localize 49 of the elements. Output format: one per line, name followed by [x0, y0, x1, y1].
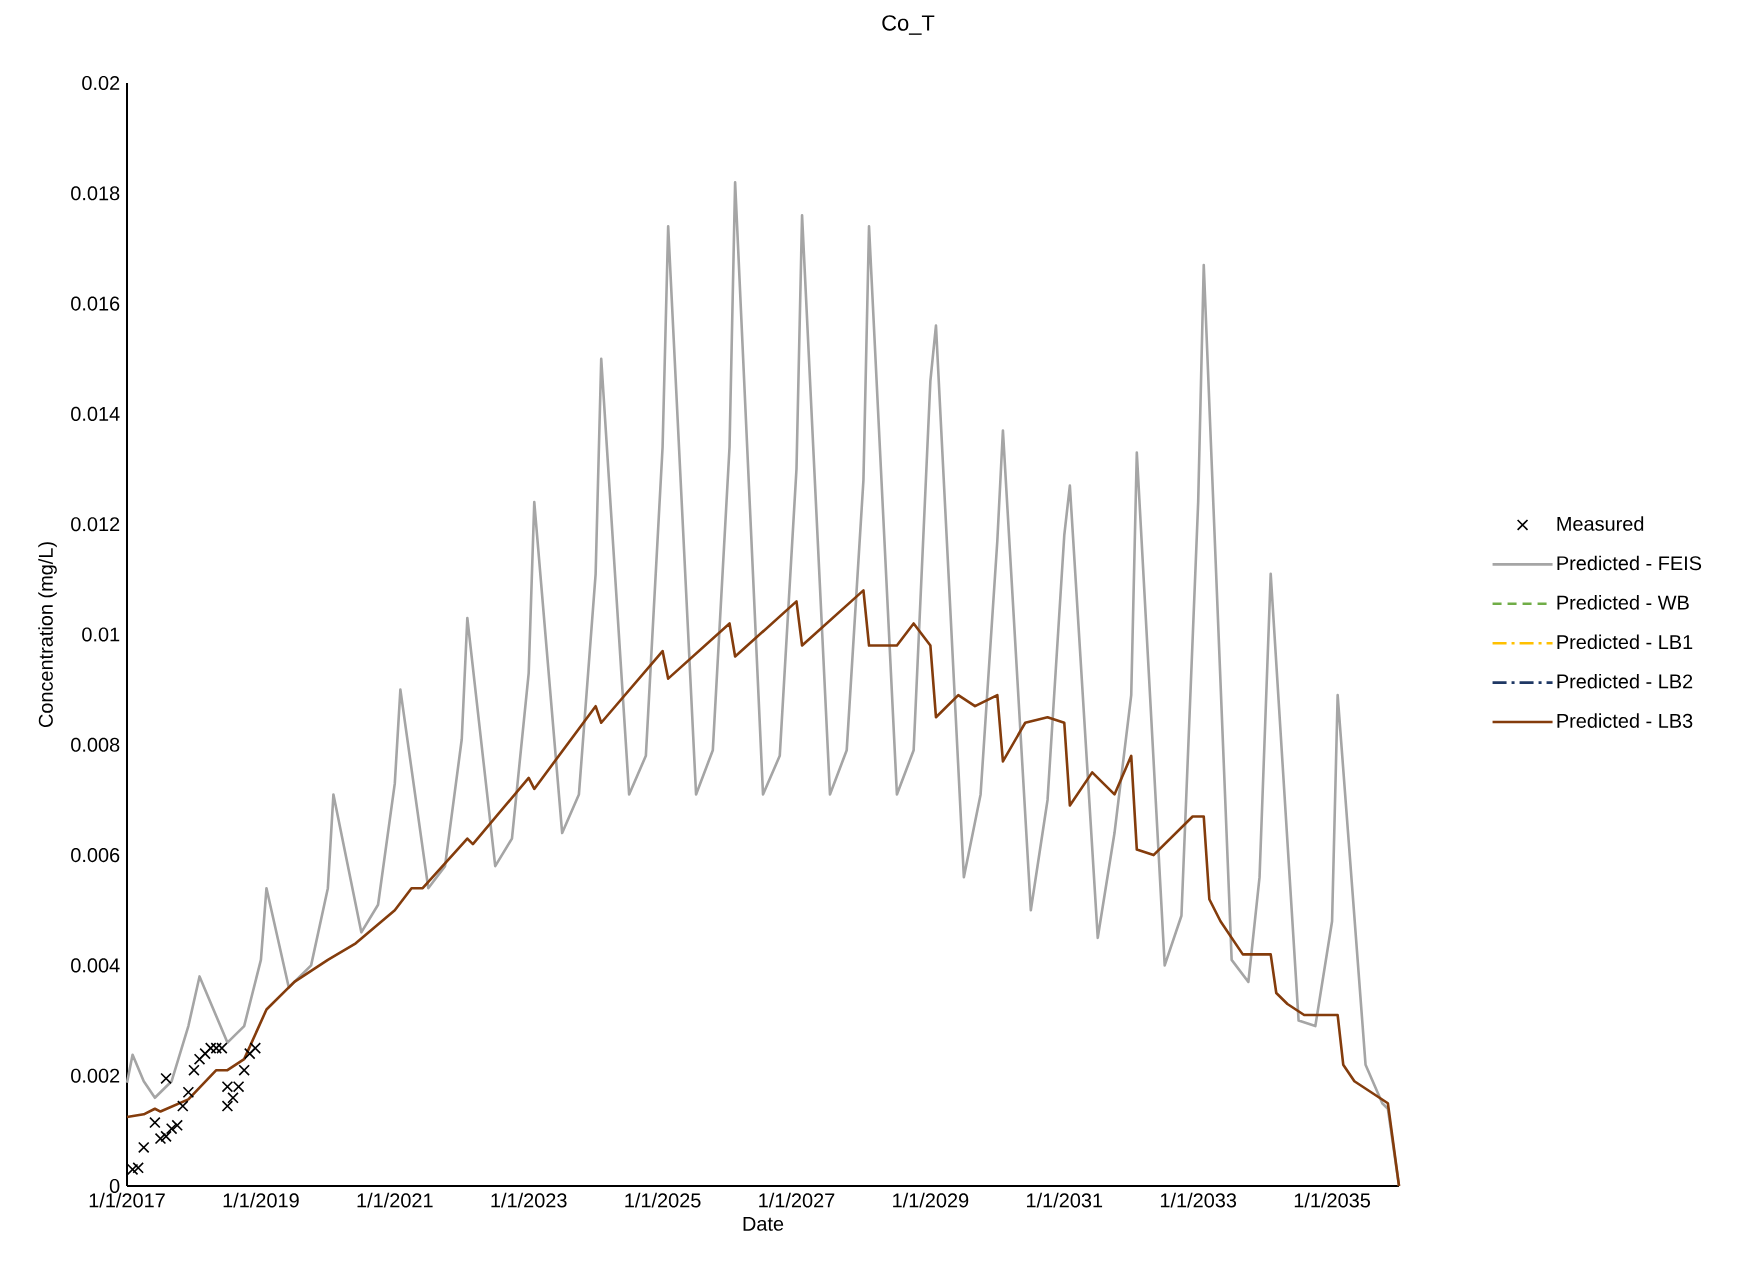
x-tick-label: 1/1/2029 — [893, 1192, 969, 1208]
x-tick-label: 1/1/2033 — [1160, 1192, 1237, 1208]
x-tick-label: 1/1/2019 — [223, 1192, 299, 1208]
x-tick-label: 1/1/2025 — [625, 1192, 701, 1208]
y-tick-label: 0.01 — [82, 627, 120, 642]
y-tick-label: 0.014 — [71, 406, 120, 421]
point — [137, 1141, 150, 1154]
y-tick-label: 0.018 — [71, 186, 120, 201]
point — [177, 1100, 189, 1112]
y-tick-label: 0.012 — [71, 517, 120, 532]
x-axis-title: Date — [743, 1216, 784, 1231]
legend-label: Predicted - WB — [1557, 595, 1689, 610]
point — [243, 1047, 256, 1060]
x-tick-label: 1/1/2021 — [357, 1192, 433, 1208]
point — [132, 1162, 144, 1174]
point — [193, 1053, 206, 1065]
x-tick-label: 1/1/2027 — [759, 1192, 835, 1208]
legend-label: Predicted - FEIS — [1557, 555, 1702, 571]
point — [165, 1122, 178, 1135]
point — [171, 1119, 183, 1132]
x-tick-label: 1/1/2023 — [491, 1192, 567, 1208]
x-tick-label: 1/1/2031 — [1027, 1192, 1103, 1208]
point — [221, 1100, 234, 1112]
legend-label: Predicted - LB3 — [1557, 713, 1693, 728]
point — [227, 1092, 239, 1104]
y-axis-title: Concentration (mg/L) — [38, 542, 57, 728]
point — [199, 1047, 211, 1060]
y-tick-label: 0.004 — [71, 958, 120, 973]
legend-label: Predicted - LB1 — [1557, 634, 1693, 650]
point — [210, 1042, 223, 1054]
point — [238, 1064, 250, 1076]
point — [154, 1132, 167, 1145]
y-tick-label: 0 — [109, 1178, 120, 1194]
y-tick-label: 0.002 — [71, 1068, 120, 1083]
y-tick-label: 0.008 — [71, 737, 120, 752]
y-tick-label: 0.016 — [71, 296, 120, 311]
point — [160, 1072, 172, 1085]
y-tick-label: 0.006 — [71, 848, 120, 863]
point — [182, 1086, 195, 1098]
chart-title: Co_T — [882, 15, 935, 35]
point — [149, 1116, 161, 1129]
x-tick-label: 1/1/2035 — [1294, 1192, 1371, 1208]
point — [188, 1064, 200, 1076]
point — [160, 1130, 172, 1143]
x-tick-label: 1/1/2017 — [89, 1192, 165, 1208]
legend-label: Predicted - LB2 — [1557, 673, 1693, 689]
legend-label: Measured — [1557, 516, 1644, 531]
y-tick-label: 0.02 — [82, 75, 120, 91]
point — [249, 1042, 262, 1054]
